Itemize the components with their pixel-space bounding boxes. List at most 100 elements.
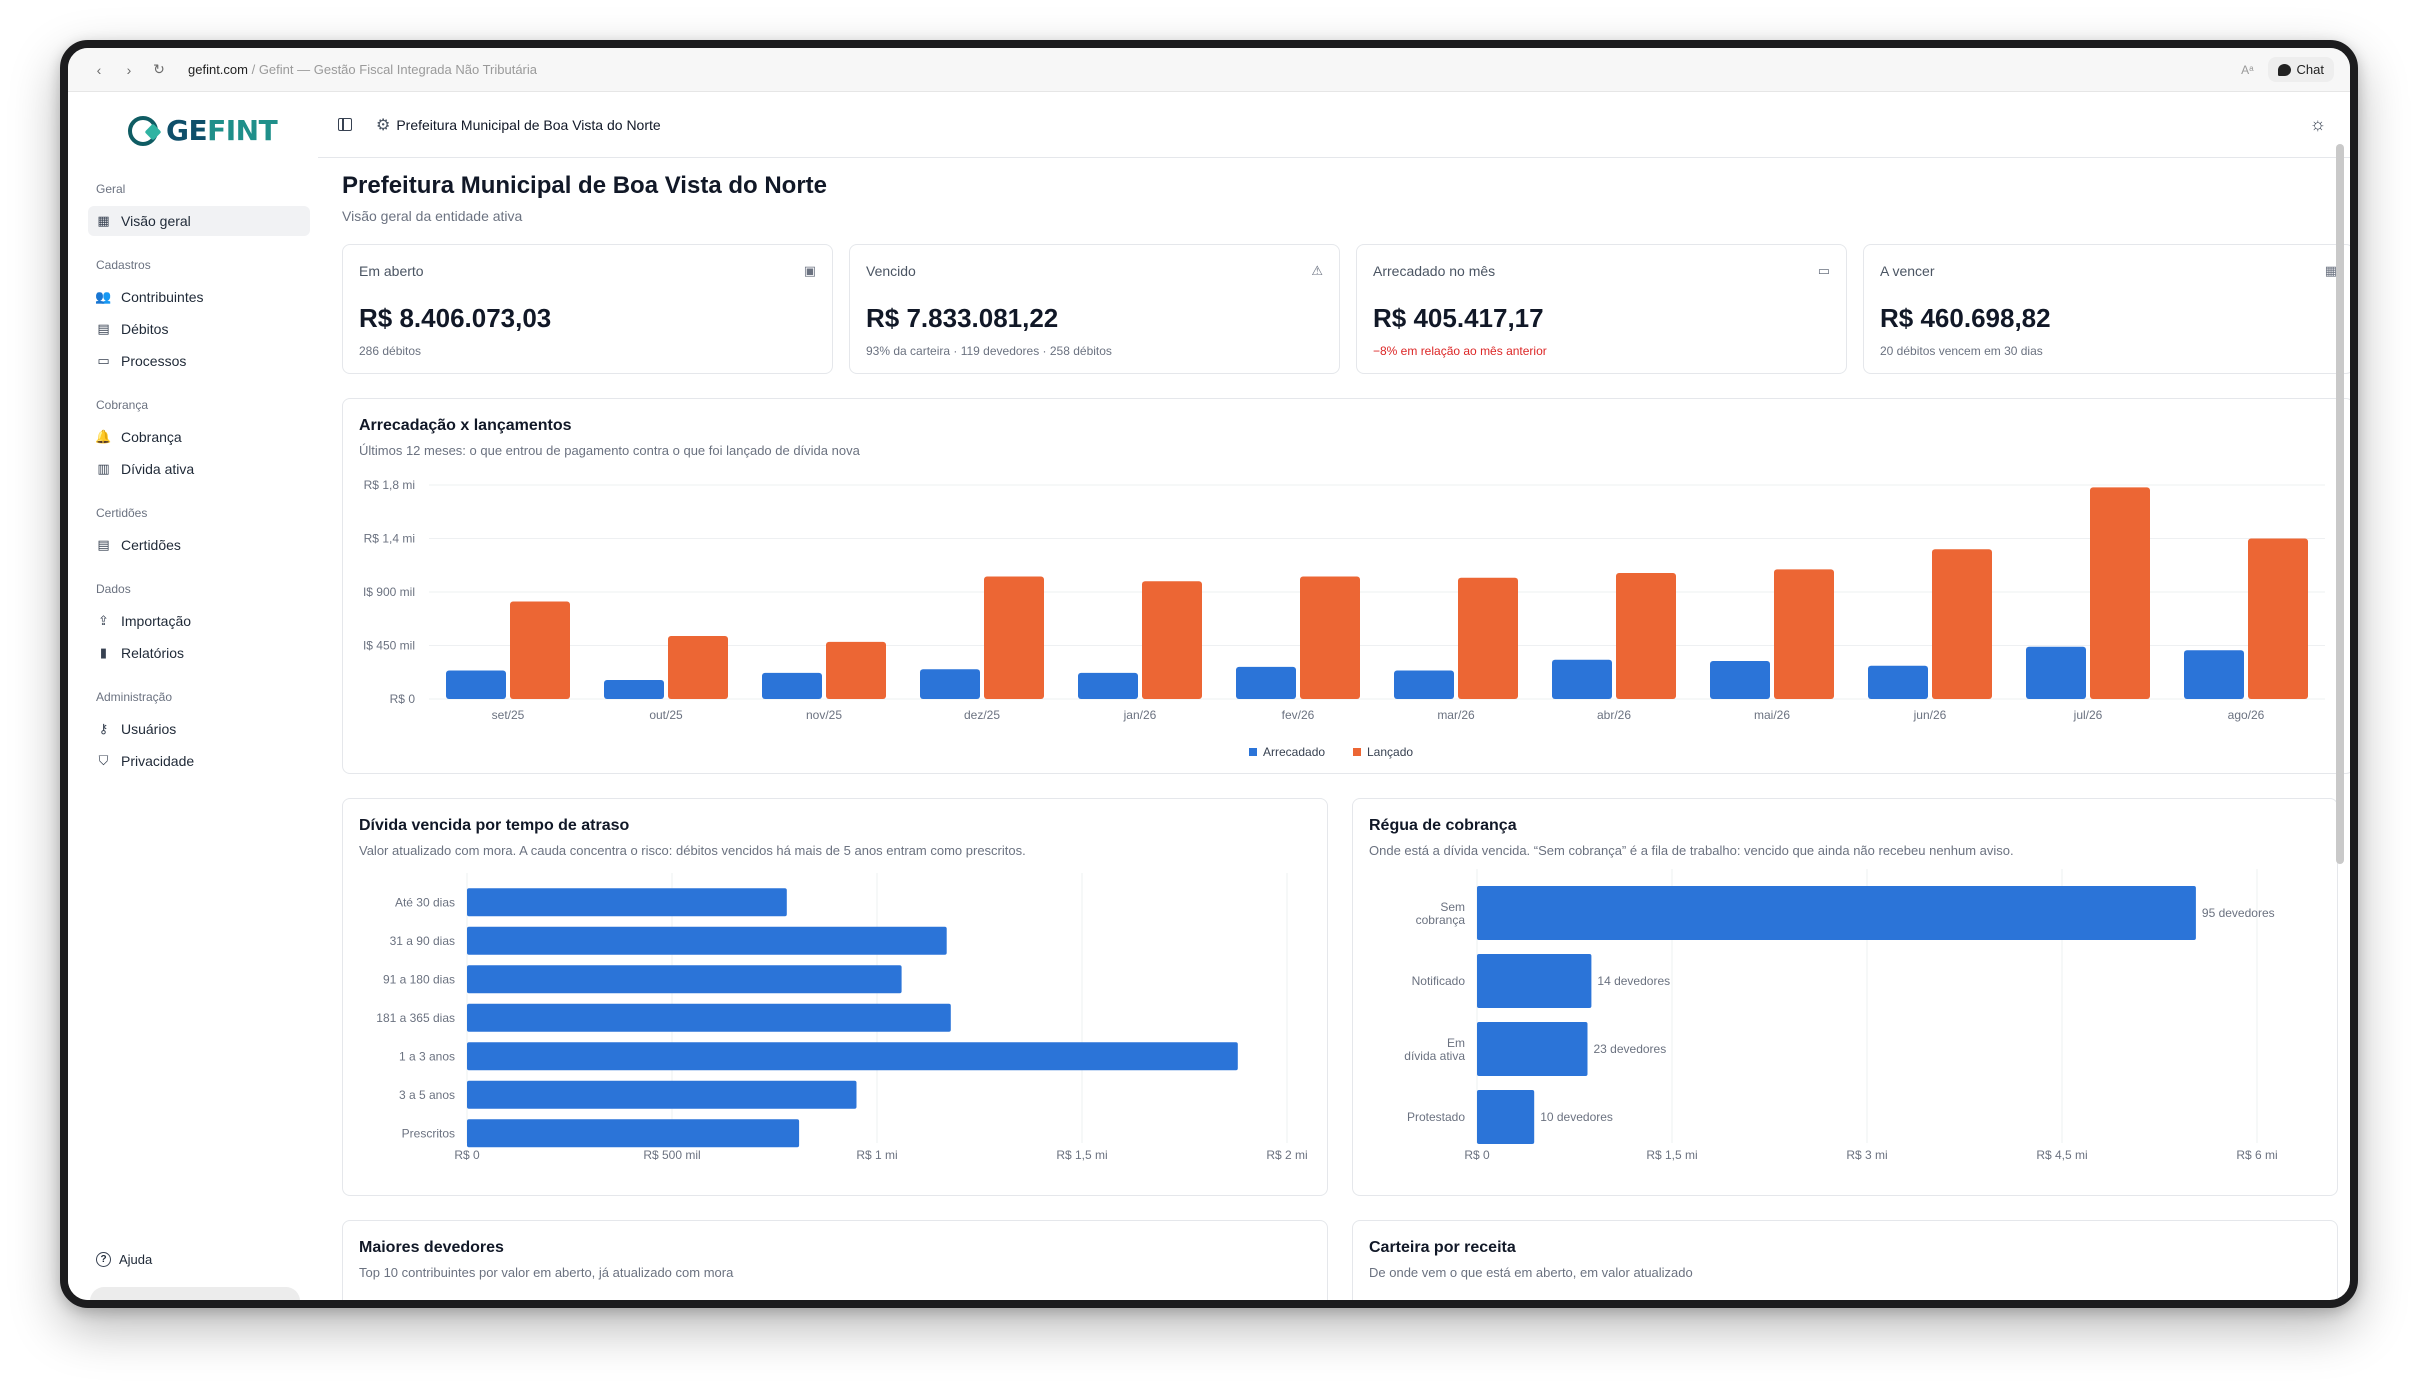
sidebar-item-label: Contribuintes: [121, 289, 204, 305]
receipt-icon: ▤: [97, 321, 110, 336]
sidebar-item[interactable]: ⛉ Privacidade: [88, 746, 310, 776]
bar-lançado: [1616, 572, 1676, 699]
x-tick-label: R$ 0: [454, 1148, 480, 1162]
calendar-icon: ▦: [2324, 263, 2337, 278]
sidebar-item-label: Visão geral: [121, 213, 191, 229]
nav-group: Administração ⚷ Usuários ⛉ Privacidade: [88, 690, 310, 776]
sidebar-toggle-icon[interactable]: [338, 118, 352, 131]
sidebar-item[interactable]: ⚷ Usuários: [88, 714, 310, 744]
bar-arrecadado: [1236, 666, 1296, 699]
chart-title: Régua de cobrança: [1369, 817, 1517, 834]
x-tick-label: dez/25: [964, 708, 1000, 722]
bar-lançado: [984, 576, 1044, 699]
building-icon: ⚙: [376, 116, 391, 134]
grid-icon: ▦: [97, 213, 110, 228]
bar-lançado: [826, 641, 886, 699]
x-tick-label: nov/25: [806, 708, 842, 722]
data-label: 23 devedores: [1594, 1042, 1667, 1056]
sidebar-item[interactable]: ▮ Relatórios: [88, 638, 310, 668]
kpi-value: R$ 8.406.073,03: [359, 303, 552, 333]
folder-icon: ▭: [97, 353, 110, 368]
x-tick-label: jul/26: [2073, 708, 2103, 722]
category-label: Sem cobrança: [1416, 900, 1466, 927]
sidebar-item[interactable]: ▤ Certidões: [88, 530, 310, 560]
data-label: 10 devedores: [1540, 1110, 1613, 1124]
bar-arrecadado: [2184, 650, 2244, 699]
x-tick-label: jun/26: [1913, 708, 1947, 722]
kpi-card: A vencer ▦ R$ 460.698,82 20 débitos venc…: [1863, 244, 2350, 374]
topbar: ⚙ Prefeitura Municipal de Boa Vista do N…: [318, 92, 2350, 158]
entity-selector[interactable]: Prefeitura Municipal de Boa Vista do Nor…: [396, 116, 661, 133]
bar-arrecadado: [1552, 659, 1612, 699]
wallet-icon: ▣: [803, 263, 816, 278]
chart-title: Maiores devedores: [359, 1239, 504, 1256]
bar: [467, 1119, 800, 1148]
sidebar-item[interactable]: ▤ Débitos: [88, 314, 310, 344]
reload-icon[interactable]: ↻: [153, 61, 165, 77]
legend-swatch: [1353, 748, 1361, 756]
bar: [1477, 954, 1592, 1008]
maiores-devedores-panel: Maiores devedores Top 10 contribuintes p…: [342, 1220, 1328, 1300]
regua-chart: R$ 0 R$ 1,5 mi R$ 3 mi R$ 4,5 mi R$ 6 mi Sem c…: [1404, 869, 2278, 1162]
y-tick-label: R$ 0: [390, 692, 416, 706]
page-scrollbar[interactable]: [2336, 144, 2344, 864]
bar-lançado: [1932, 549, 1992, 699]
sidebar: GEFINT Geral ▦ Visão geral Cadastros 👥 Contri…: [68, 92, 318, 1300]
category-label: 91 a 180 dias: [383, 972, 455, 986]
x-tick-label: R$ 4,5 mi: [2036, 1148, 2087, 1162]
bar-arrecadado: [604, 679, 664, 699]
sidebar-item[interactable]: ▥ Dívida ativa: [88, 454, 310, 484]
sidebar-item[interactable]: ▦ Visão geral: [88, 206, 310, 236]
sidebar-item[interactable]: 🔔 Cobrança: [88, 422, 310, 452]
x-tick-label: out/25: [649, 708, 683, 722]
forward-icon[interactable]: ›: [126, 61, 132, 78]
kpi-label: Vencido: [866, 263, 916, 279]
x-tick-label: mar/26: [1437, 708, 1475, 722]
user-key-icon: ⚷: [98, 721, 109, 736]
bar: [467, 1042, 1238, 1071]
x-tick-label: abr/26: [1597, 708, 1631, 722]
category-label: Em dívida ativa: [1404, 1036, 1465, 1063]
back-icon[interactable]: ‹: [96, 61, 102, 78]
kpi-label: Arrecadado no mês: [1373, 263, 1496, 279]
sidebar-item-label: Processos: [121, 353, 187, 369]
bar-lançado: [1774, 569, 1834, 699]
browser-toolbar: ‹ › ↻ gefint.com / Gefint — Gestão Fisca…: [68, 48, 2350, 92]
logo[interactable]: GEFINT: [128, 114, 278, 147]
x-tick-label: jan/26: [1123, 708, 1157, 722]
bar: [467, 1003, 951, 1032]
address-bar[interactable]: gefint.com / Gefint — Gestão Fiscal Inte…: [188, 62, 537, 77]
bar-lançado: [668, 635, 728, 699]
chat-button-label: Chat: [2296, 62, 2324, 77]
data-label: 95 devedores: [2202, 906, 2275, 920]
url-domain: gefint.com: [188, 62, 248, 77]
dashboard-content: Prefeitura Municipal de Boa Vista do Nor…: [342, 172, 2350, 1300]
kpi-note: −8% em relação ao mês anterior: [1373, 344, 1547, 358]
sidebar-item[interactable]: ⇪ Importação: [88, 606, 310, 636]
translate-icon[interactable]: Aᵃ: [2241, 62, 2254, 77]
theme-toggle-icon[interactable]: ☼: [2309, 114, 2327, 134]
category-label: 181 a 365 dias: [376, 1011, 455, 1025]
logo-mark-icon: [128, 115, 158, 146]
y-tick-label: I$ 450 mil: [363, 639, 415, 653]
sidebar-item-label: Dívida ativa: [121, 461, 195, 477]
chat-button[interactable]: Chat: [2267, 57, 2334, 82]
x-tick-label: R$ 3 mi: [1846, 1148, 1887, 1162]
user-menu[interactable]: [90, 1287, 300, 1300]
x-tick-label: ago/26: [2228, 708, 2265, 722]
sidebar-item-label: Privacidade: [121, 753, 195, 769]
help-link[interactable]: ? Ajuda: [96, 1252, 152, 1267]
kpi-value: R$ 460.698,82: [1880, 303, 2051, 333]
chart-title: Carteira por receita: [1369, 1239, 1516, 1256]
kpi-label: A vencer: [1880, 263, 1935, 279]
help-label: Ajuda: [119, 1252, 153, 1267]
nav-group: Cobrança 🔔 Cobrança ▥ Dívida ativa: [88, 398, 310, 484]
sidebar-item[interactable]: ▭ Processos: [88, 346, 310, 376]
sidebar-item[interactable]: 👥 Contribuintes: [88, 282, 310, 312]
nav-group-title: Geral: [96, 182, 126, 196]
kpi-note: 20 débitos vencem em 30 dias: [1880, 344, 2043, 358]
chart-title: Arrecadação x lançamentos: [359, 417, 572, 434]
data-label: 14 devedores: [1597, 974, 1670, 988]
bar-arrecadado: [446, 670, 506, 699]
sidebar-item-label: Débitos: [121, 321, 169, 337]
